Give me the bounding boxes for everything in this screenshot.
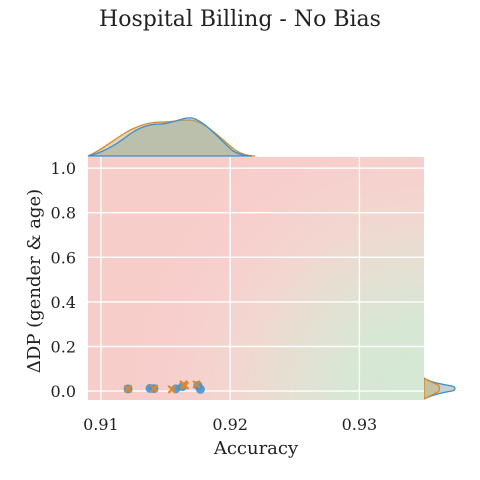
top-kde-blue [87,117,253,157]
scatter-point-x [123,384,133,394]
right-kde-orange [423,376,441,401]
grid-lines [88,157,424,400]
y-axis-label: ΔDP (gender & age) [24,189,45,373]
x-axis-label: Accuracy [213,438,299,459]
chart-title: Hospital Billing - No Bias [99,7,381,32]
y-tick-label: 0.6 [51,248,76,267]
y-tick-label: 0.4 [51,293,76,312]
x-tick-label: 0.91 [83,415,119,434]
scatter-points [123,380,205,394]
scatter-point-x [192,380,201,389]
x-tick-label: 0.92 [212,415,248,434]
plot-background [88,157,424,400]
right-marginal-kde [423,376,456,401]
scatter-point-x [180,381,190,390]
y-tick-label: 0.8 [51,204,76,223]
y-tick-label: 0.2 [51,337,76,356]
y-tick-label: 1.0 [51,159,76,178]
scatter-point-x [149,384,159,393]
top-marginal-kde [87,117,256,157]
x-tick-label: 0.93 [342,415,378,434]
y-tick-labels: 0.0 0.2 0.4 0.6 0.8 1.0 [51,159,76,401]
scatter-point-x [167,385,177,394]
y-tick-label: 0.0 [51,382,76,401]
x-tick-labels: 0.91 0.92 0.93 [83,415,377,434]
